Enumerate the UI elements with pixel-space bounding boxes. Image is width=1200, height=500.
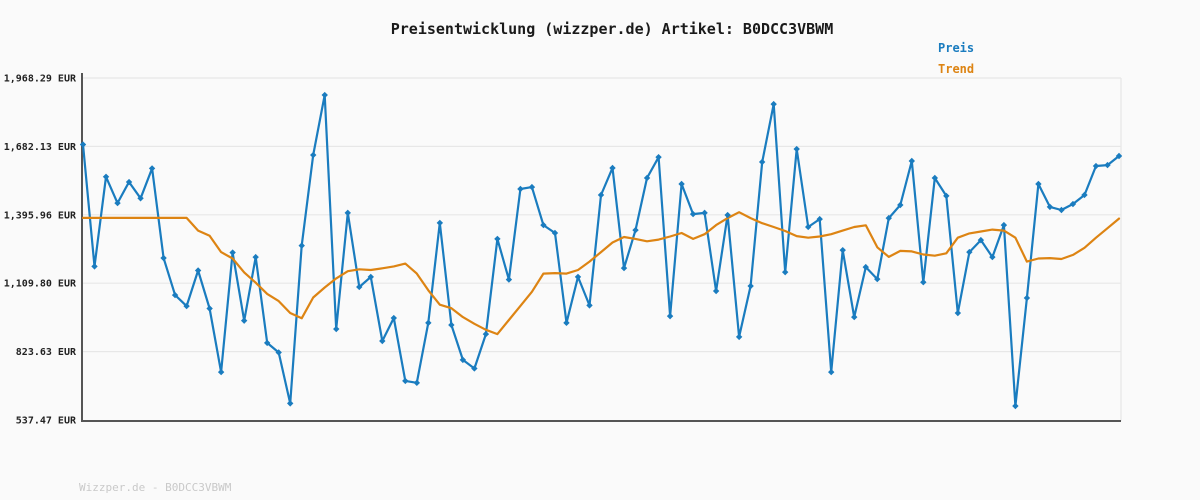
chart-title: Preisentwicklung (wizzper.de) Artikel: B… xyxy=(390,20,834,38)
svg-text:1,395.96 EUR: 1,395.96 EUR xyxy=(4,210,77,221)
legend-item-preis: Preis xyxy=(938,41,975,55)
svg-text:823.63 EUR: 823.63 EUR xyxy=(16,347,77,358)
svg-text:1,968.29 EUR: 1,968.29 EUR xyxy=(4,74,77,85)
watermark-text: Wizzper.de - B0DCC3VBWM xyxy=(79,481,232,494)
svg-text:1,682.13 EUR: 1,682.13 EUR xyxy=(4,142,77,153)
svg-text:1,109.80 EUR: 1,109.80 EUR xyxy=(4,279,77,290)
legend-item-trend: Trend xyxy=(938,62,975,76)
chart-legend: Preis Trend xyxy=(938,38,974,80)
svg-text:537.47 EUR: 537.47 EUR xyxy=(16,416,77,427)
